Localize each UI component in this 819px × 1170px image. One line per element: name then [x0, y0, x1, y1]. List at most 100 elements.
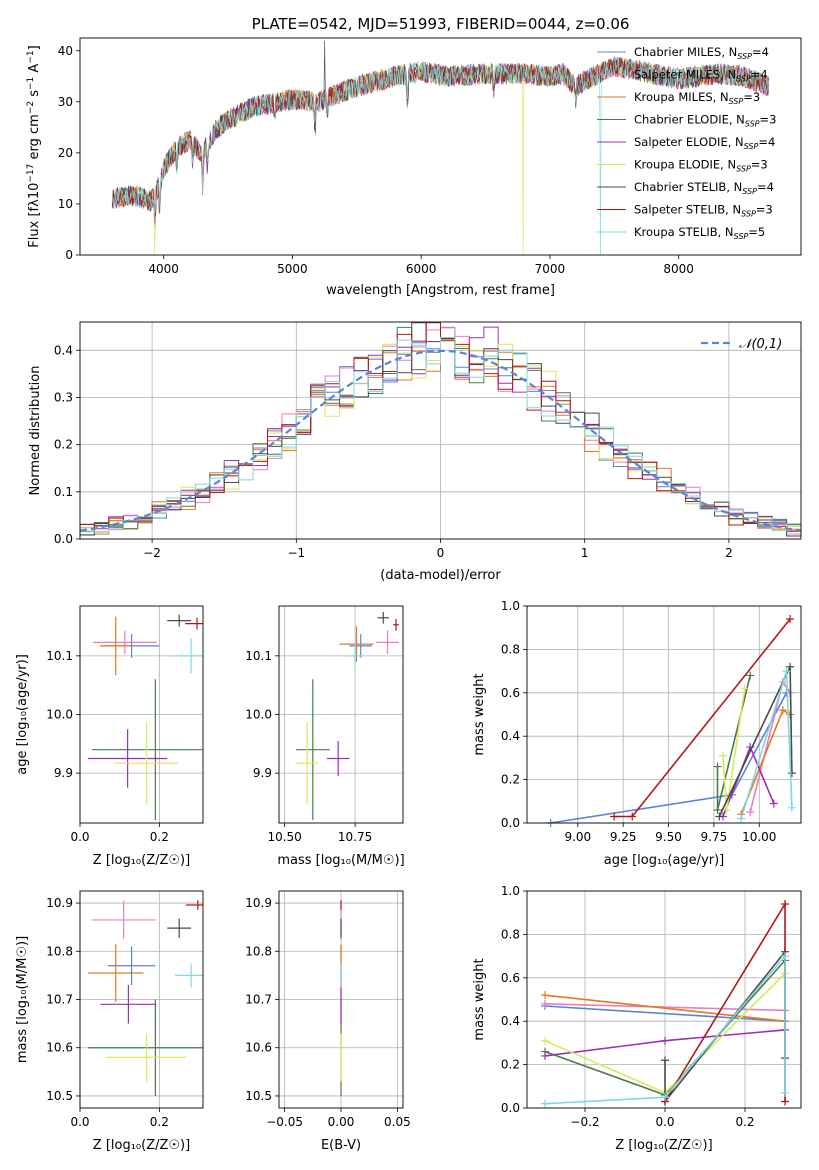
x-tick-label: 0.0	[70, 830, 89, 844]
y-tick-label: 0	[65, 248, 73, 262]
y-axis-label: mass [log₁₀(M/M☉)]	[15, 936, 30, 1063]
x-tick-label: −2	[143, 546, 161, 560]
x-tick-label: 4000	[148, 262, 179, 276]
y-tick-label: 30	[58, 95, 73, 109]
weight-series	[664, 901, 786, 1102]
weight-series	[749, 680, 791, 813]
weight-marker	[769, 799, 778, 808]
data-point	[107, 946, 156, 986]
y-tick-label: 0.6	[501, 971, 520, 985]
y-tick-label: 0.4	[501, 1014, 520, 1028]
axes-frame	[79, 605, 204, 824]
legend-entry: Kroupa STELIB, NSSP=5	[634, 225, 765, 241]
x-tick-label: −0.2	[570, 1115, 599, 1129]
normal-reference-curve	[79, 349, 802, 532]
legend-entry: Kroupa ELODIE, NSSP=3	[634, 158, 768, 174]
y-tick-label: 10.6	[245, 1041, 272, 1055]
x-tick-label: −1	[287, 546, 305, 560]
age-vs-Z-panel: 0.0 0.2 9.9 10.0 10.1 Z [log₁₀(Z/Z☉)] age [log…	[15, 605, 204, 868]
mass-vs-ebv-panel: −0.05 0.00 0.05 10.5 10.6 10.7 10.8 10.9 E(B-V)	[245, 890, 411, 1153]
weight-marker	[737, 814, 746, 823]
x-tick-label: 9.75	[701, 830, 728, 844]
spectrum-line	[111, 55, 770, 255]
x-tick-label: 0	[437, 546, 445, 560]
data-point	[295, 722, 319, 805]
y-tick-label: 0.8	[501, 927, 520, 941]
y-tick-label: 0.2	[501, 773, 520, 787]
axes-frame	[278, 605, 404, 824]
y-tick-label: 0.8	[501, 642, 520, 656]
y-tick-label: 10.5	[46, 1089, 73, 1103]
data-point	[349, 634, 372, 658]
y-tick-label: 0.1	[54, 485, 73, 499]
y-axis-label: mass weight	[472, 673, 487, 755]
weight-marker	[781, 1097, 789, 1106]
weight-marker	[787, 803, 796, 812]
weight-marker	[718, 751, 727, 760]
y-tick-label: 20	[58, 146, 73, 160]
weight-marker	[541, 991, 549, 1000]
weight-marker	[541, 1099, 549, 1108]
legend-entry: Chabrier ELODIE, NSSP=3	[634, 113, 776, 129]
axes-frame	[79, 890, 204, 1109]
y-tick-label: 0.0	[501, 1101, 520, 1115]
weight-vs-Z-panel: −0.2 0.0 0.2 0.0 0.2 0.4 0.6 0.8 1.0 Z [log₁₀(Z/Z…	[472, 884, 802, 1153]
y-tick-label: 10.1	[46, 649, 73, 663]
data-point	[87, 729, 168, 788]
x-axis-label: E(B-V)	[321, 1138, 361, 1153]
y-tick-label: 10.6	[46, 1041, 73, 1055]
x-axis-label: wavelength [Angstrom, rest frame]	[326, 283, 555, 298]
x-axis-label: Z [log₁₀(Z/Z☉)]	[615, 1138, 712, 1153]
y-tick-label: 10.9	[245, 896, 272, 910]
age-vs-mass-panel: 10.50 10.75 9.9 10.0 10.1 mass [log₁₀(M/M☉)]	[245, 605, 405, 868]
data-point	[99, 616, 132, 676]
x-axis-label: (data-model)/error	[380, 568, 501, 583]
data-point	[377, 611, 389, 624]
y-tick-label: 0.0	[54, 532, 73, 546]
y-axis-label: Normed distribution	[28, 366, 43, 496]
y-tick-label: 0.6	[501, 686, 520, 700]
y-tick-label: 10.5	[245, 1089, 272, 1103]
weight-series	[544, 1005, 786, 1022]
weight-marker	[661, 1056, 669, 1065]
x-tick-label: 0.2	[150, 1115, 169, 1129]
data-point	[326, 740, 350, 777]
y-tick-label: 10.9	[46, 896, 73, 910]
weight-marker	[713, 762, 722, 771]
x-tick-label: 9.00	[564, 830, 591, 844]
data-point	[167, 614, 192, 627]
x-tick-label: 2	[725, 546, 733, 560]
weight-marker	[781, 952, 789, 961]
y-axis-label: Flux [fλ10−17 erg cm−2 s−1 A−1]	[26, 45, 42, 247]
spectrum-panel: 4000 5000 6000 7000 8000 0 10 20 30 40 PLATE=0542,…	[26, 15, 802, 298]
x-tick-label: 8000	[663, 262, 694, 276]
x-tick-label: −0.05	[266, 1115, 303, 1129]
y-tick-label: 10	[58, 197, 73, 211]
y-tick-label: 10.1	[245, 649, 272, 663]
data-point	[346, 644, 364, 668]
data-point	[100, 985, 157, 1024]
data-point	[175, 963, 203, 988]
weight-marker	[746, 671, 755, 680]
data-point	[93, 630, 157, 655]
data-point	[91, 900, 156, 940]
axes-frame	[526, 890, 802, 1109]
x-tick-label: 1	[581, 546, 589, 560]
x-tick-label: 0.0	[655, 1115, 674, 1129]
data-point	[87, 944, 144, 1002]
data-point	[106, 1033, 187, 1082]
weight-series	[544, 953, 786, 1105]
x-tick-label: 0.05	[384, 1115, 411, 1129]
weight-marker	[781, 1088, 789, 1097]
weight-marker	[786, 662, 795, 671]
legend-entry: Salpeter ELODIE, NSSP=4	[634, 135, 775, 151]
weight-marker	[661, 1093, 669, 1102]
y-axis-label: mass weight	[472, 958, 487, 1040]
data-point	[167, 918, 192, 938]
spectrum-line	[111, 57, 770, 214]
data-point	[114, 722, 179, 805]
data-point	[171, 638, 203, 674]
weight-series	[614, 618, 791, 818]
y-tick-label: 40	[58, 44, 73, 58]
y-tick-label: 0.0	[501, 816, 520, 830]
